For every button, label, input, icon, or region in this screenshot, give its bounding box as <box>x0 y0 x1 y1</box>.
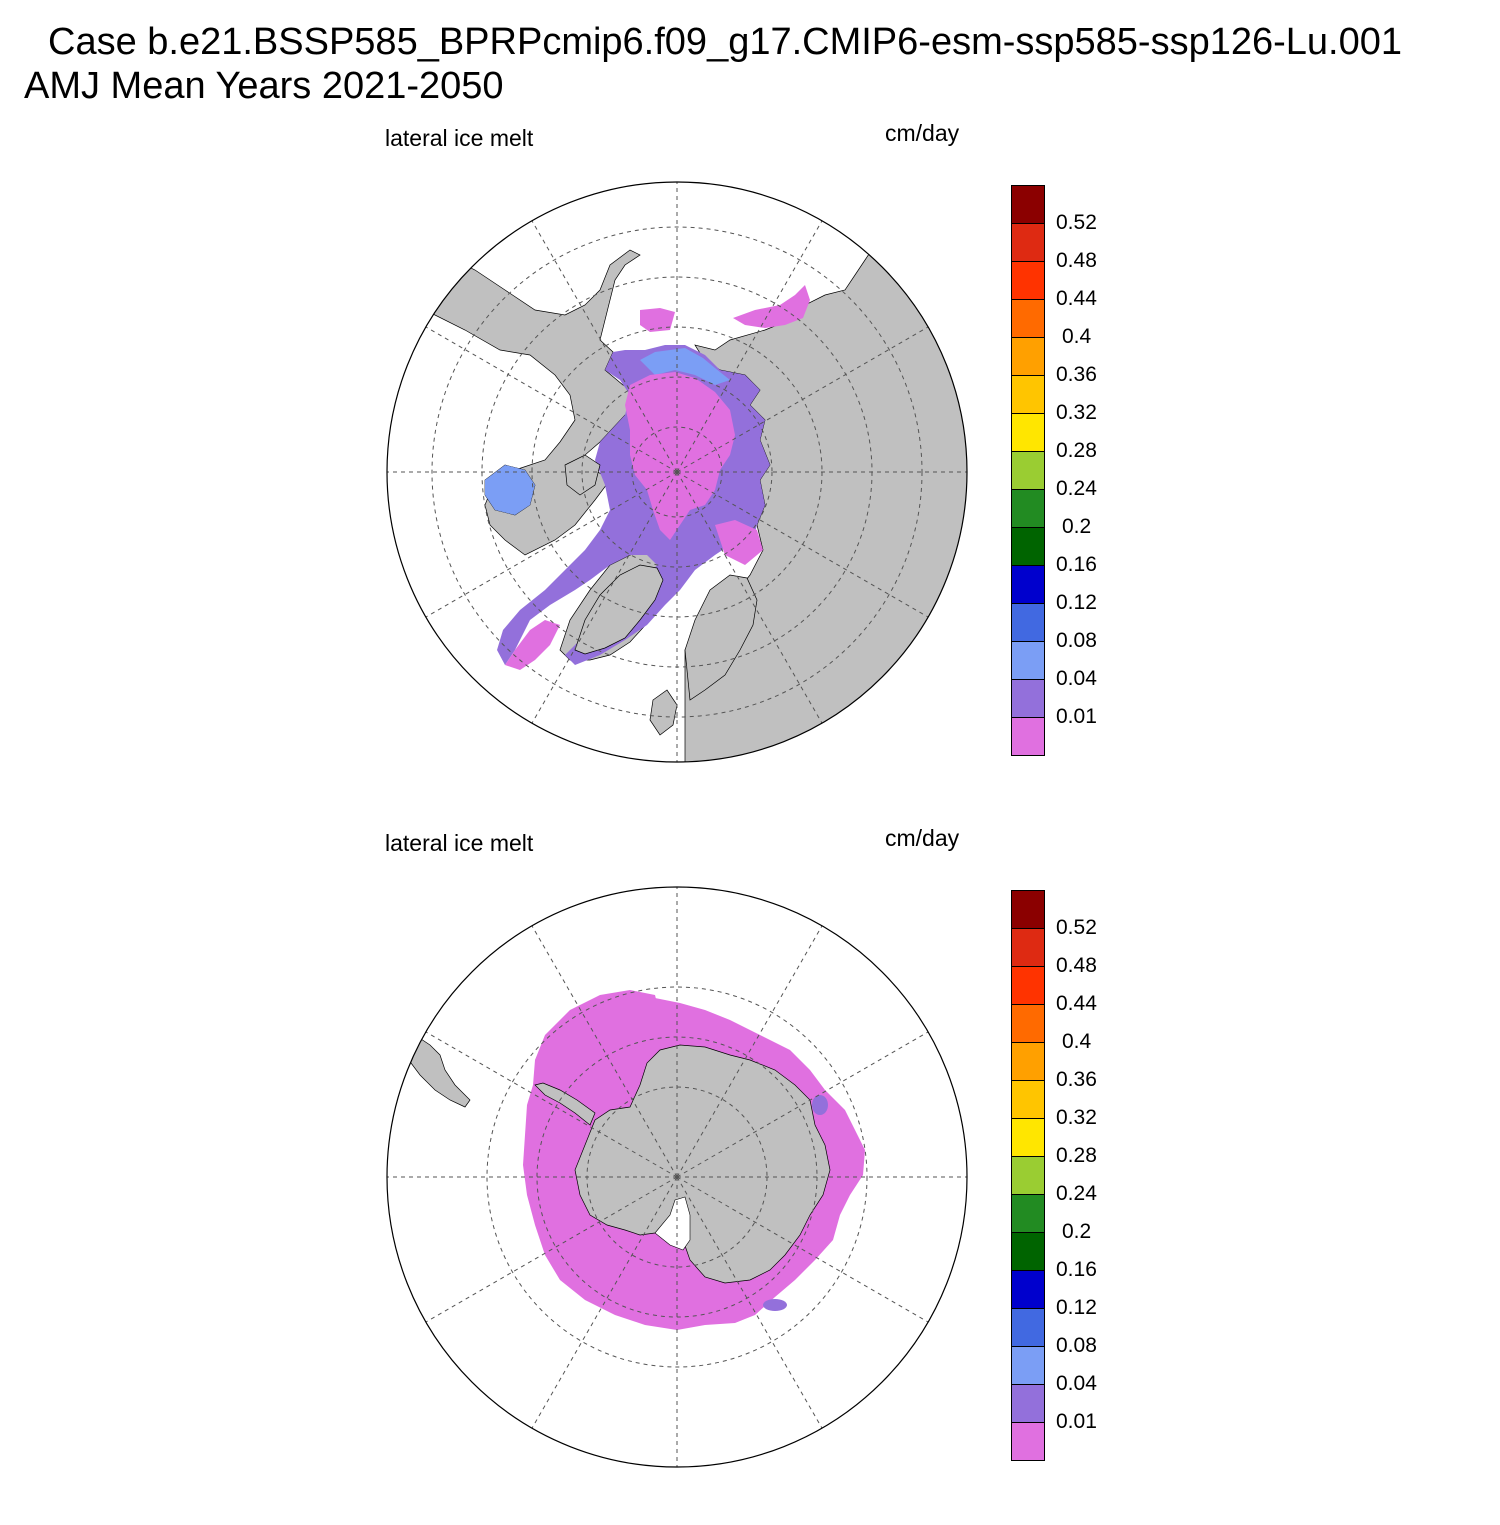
colorbar-swatch <box>1011 337 1045 376</box>
land-greenland-top <box>574 564 664 655</box>
colorbar-tick-label: 0.52 <box>1056 211 1097 234</box>
colorbar-swatch <box>1011 1346 1045 1385</box>
colorbar-swatch <box>1011 928 1045 967</box>
colorbar-swatch <box>1011 1308 1045 1347</box>
colorbar-tick-label: 0.24 <box>1056 477 1097 500</box>
colorbar-tick-label: 0.24 <box>1056 1182 1097 1205</box>
ice-melt-pink-bering <box>733 285 810 328</box>
ice-melt-lightblue-hudson <box>485 465 535 515</box>
unit-label: cm/day <box>885 825 960 851</box>
ice-melt-pink-chukchi <box>640 308 675 332</box>
colorbar-swatch <box>1011 299 1045 338</box>
colorbar-tick-label: 0.28 <box>1056 1144 1097 1167</box>
colorbar-swatch <box>1011 413 1045 452</box>
north-polar-map <box>386 181 968 763</box>
ice-melt-violet-patch-east <box>812 1095 828 1115</box>
colorbar-swatch <box>1011 966 1045 1005</box>
colorbar-tick-label: 0.32 <box>1056 1106 1097 1129</box>
graticule <box>387 887 967 1467</box>
colorbar-tick-label: 0.04 <box>1056 1372 1097 1395</box>
south-panel: lateral ice melt cm/day <box>0 820 1500 1525</box>
colorbar-swatch <box>1011 565 1045 604</box>
colorbar-tick-label: 0.08 <box>1056 629 1097 652</box>
colorbar-tick-label: 0.36 <box>1056 1068 1097 1091</box>
map-border <box>386 886 968 1468</box>
colorbar-swatch <box>1011 603 1045 642</box>
colorbar-swatch <box>1011 641 1045 680</box>
ice-melt-pink-central <box>625 372 735 540</box>
map-border <box>386 181 968 763</box>
colorbar-swatch <box>1011 261 1045 300</box>
colorbar-swatch <box>1011 185 1045 224</box>
colorbar-swatch <box>1011 1080 1045 1119</box>
colorbar-swatch <box>1011 375 1045 414</box>
colorbar-swatch <box>1011 223 1045 262</box>
land-scandinavia <box>684 574 758 701</box>
colorbar-tick-label: 0.08 <box>1056 1334 1097 1357</box>
colorbar-swatch <box>1011 1004 1045 1043</box>
variable-label: lateral ice melt <box>385 830 534 856</box>
ross-ice-shelf <box>654 1196 691 1251</box>
colorbar-tick-label: 0.32 <box>1056 401 1097 424</box>
north-panel: lateral ice melt cm/day <box>0 115 1500 820</box>
colorbar-swatch <box>1011 1422 1045 1461</box>
colorbar-swatch <box>1011 1232 1045 1271</box>
colorbar-tick-label: 0.48 <box>1056 954 1097 977</box>
figure-title-line1: Case b.e21.BSSP585_BPRPcmip6.f09_g17.CMI… <box>48 21 1402 63</box>
colorbar-tick-label: 0.12 <box>1056 1296 1097 1319</box>
south-polar-map <box>386 886 968 1468</box>
land-antarctic-peninsula <box>534 1082 596 1126</box>
colorbar-swatch <box>1011 451 1045 490</box>
colorbar-swatch <box>1011 1118 1045 1157</box>
ice-melt-pink-labrador <box>505 620 560 670</box>
colorbar-swatch <box>1011 527 1045 566</box>
land-british-isles <box>649 689 678 736</box>
land-antarctica <box>574 1044 831 1284</box>
variable-label: lateral ice melt <box>385 125 534 151</box>
colorbar-tick-label: 0.44 <box>1056 287 1097 310</box>
graticule <box>387 182 967 762</box>
colorbar-tick-label: 0.28 <box>1056 439 1097 462</box>
colorbar-tick-label: 0.01 <box>1056 1410 1097 1433</box>
colorbar-swatch <box>1011 679 1045 718</box>
colorbar-tick-label: 0.52 <box>1056 916 1097 939</box>
colorbar-swatch <box>1011 1270 1045 1309</box>
colorbar-north: 0.01 0.04 0.08 0.12 0.16 0.2 0.24 0.28 0.32 0.36 0… <box>1010 185 1130 760</box>
unit-label: cm/day <box>885 120 960 146</box>
colorbar-tick-label: 0.2 <box>1062 1220 1092 1243</box>
colorbar-swatch <box>1011 489 1045 528</box>
colorbar-south: 0.01 0.04 0.08 0.12 0.16 0.2 0.24 0.28 0.32 0.36 0… <box>1010 890 1130 1465</box>
colorbar-swatch <box>1011 1194 1045 1233</box>
colorbar-tick-label: 0.16 <box>1056 553 1097 576</box>
ice-melt-violet-patch-south <box>763 1299 787 1311</box>
land-arctic-islands <box>564 454 601 496</box>
colorbar-swatch <box>1011 717 1045 756</box>
figure-title-line2: AMJ Mean Years 2021-2050 <box>24 65 504 107</box>
colorbar-swatch <box>1011 1156 1045 1195</box>
colorbar-tick-label: 0.48 <box>1056 249 1097 272</box>
colorbar-tick-label: 0.04 <box>1056 667 1097 690</box>
colorbar-tick-label: 0.44 <box>1056 992 1097 1015</box>
colorbar-swatch <box>1011 890 1045 929</box>
ice-melt-pink-weddell <box>535 990 660 1107</box>
colorbar-tick-label: 0.16 <box>1056 1258 1097 1281</box>
ice-melt-lightblue-fringe <box>640 348 730 385</box>
colorbar-tick-label: 0.4 <box>1062 325 1092 348</box>
colorbar-swatch <box>1011 1384 1045 1423</box>
colorbar-tick-label: 0.4 <box>1062 1030 1092 1053</box>
colorbar-swatch <box>1011 1042 1045 1081</box>
colorbar-tick-label: 0.12 <box>1056 591 1097 614</box>
colorbar-tick-label: 0.01 <box>1056 705 1097 728</box>
colorbar-tick-label: 0.36 <box>1056 363 1097 386</box>
colorbar-tick-label: 0.2 <box>1062 515 1092 538</box>
